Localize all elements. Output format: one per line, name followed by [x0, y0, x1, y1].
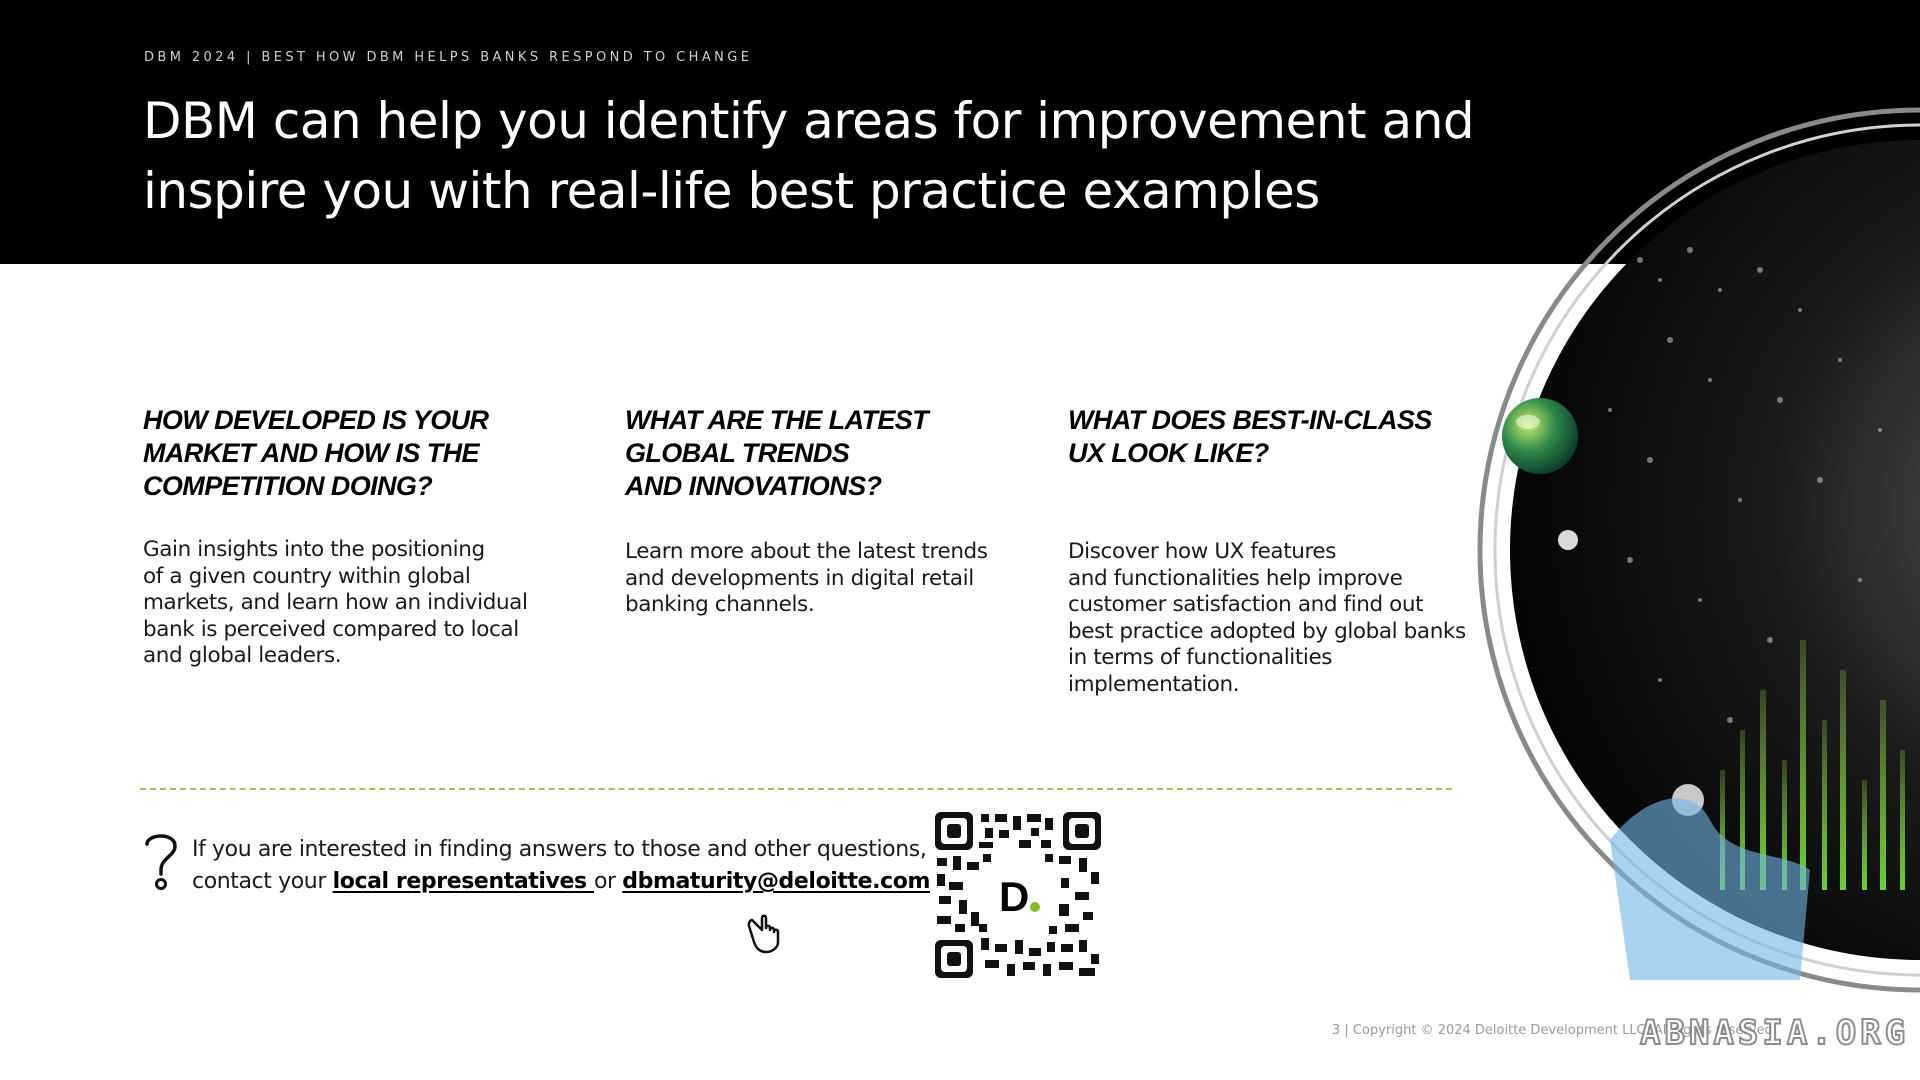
- question-mark-icon: [145, 834, 177, 890]
- column-heading: WHAT ARE THE LATEST GLOBAL TRENDS AND IN…: [625, 405, 929, 501]
- email-link[interactable]: dbmaturity@deloitte.com: [622, 869, 931, 894]
- contact-line-2: contact your local representatives or db…: [192, 866, 930, 898]
- breadcrumb: DBM 2024 | BEST HOW DBM HELPS BANKS RESP…: [144, 50, 753, 65]
- column-body: Learn more about the latest trends and d…: [625, 539, 988, 617]
- column-trends: WHAT ARE THE LATEST GLOBAL TRENDS AND IN…: [625, 404, 988, 617]
- header-band: DBM 2024 | BEST HOW DBM HELPS BANKS RESP…: [0, 0, 1920, 264]
- contact-prefix: contact your: [192, 869, 333, 894]
- globe-graphic: [1477, 107, 1920, 993]
- contact-text: If you are interested in finding answers…: [192, 834, 930, 898]
- page-title: DBM can help you identify areas for impr…: [143, 92, 1475, 220]
- watermark: ABNASIA.ORG: [1639, 1012, 1910, 1054]
- footer-copyright: 3 | Copyright © 2024 Deloitte Developmen…: [1332, 1023, 1777, 1038]
- qr-logo-letter: D: [999, 873, 1029, 920]
- contact-connector: or: [593, 869, 623, 894]
- column-heading: HOW DEVELOPED IS YOUR MARKET AND HOW IS …: [143, 405, 489, 501]
- column-market: HOW DEVELOPED IS YOUR MARKET AND HOW IS …: [143, 404, 528, 668]
- dashed-divider: [140, 788, 1452, 790]
- contact-line-1: If you are interested in finding answers…: [192, 837, 927, 862]
- qr-code[interactable]: D: [935, 812, 1101, 978]
- column-body: Gain insights into the positioning of a …: [143, 537, 528, 668]
- column-body: Discover how UX features and functionali…: [1068, 539, 1466, 697]
- column-ux: WHAT DOES BEST-IN-CLASS UX LOOK LIKE? Di…: [1068, 404, 1466, 697]
- column-heading: WHAT DOES BEST-IN-CLASS UX LOOK LIKE?: [1068, 405, 1432, 468]
- local-representatives-link[interactable]: local representatives: [332, 869, 594, 894]
- pointing-hand-icon: [747, 914, 780, 954]
